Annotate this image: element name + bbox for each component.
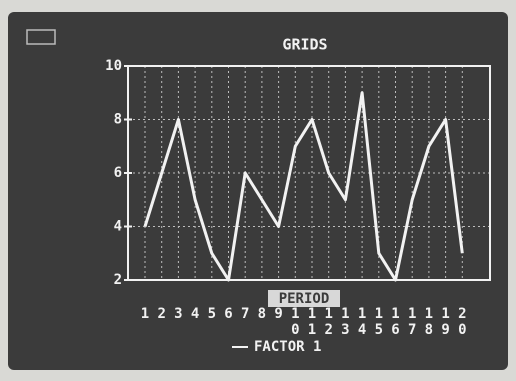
x-tick-label: 2: [154, 306, 170, 322]
chart-title: GRIDS: [282, 36, 327, 54]
x-tick-label: 7: [237, 306, 253, 322]
x-tick-label: 8: [254, 306, 270, 322]
x-tick-label: 5: [204, 306, 220, 322]
x-tick-label: 20: [454, 306, 470, 338]
y-tick-label: 4: [114, 219, 122, 235]
x-tick-label: 9: [271, 306, 287, 322]
legend-label: FACTOR 1: [254, 339, 321, 355]
x-tick-label: 16: [388, 306, 404, 338]
x-tick-label: 4: [187, 306, 203, 322]
x-tick-label: 12: [321, 306, 337, 338]
y-tick-label: 10: [105, 58, 122, 74]
x-tick-label: 11: [304, 306, 320, 338]
y-tick-label: 2: [114, 272, 122, 288]
x-tick-label: 6: [221, 306, 237, 322]
x-tick-label: 3: [170, 306, 186, 322]
x-tick-label: 13: [337, 306, 353, 338]
x-tick-label: 1: [137, 306, 153, 322]
x-tick-label: 17: [404, 306, 420, 338]
page: {"chart_data": {"type": "line", "title":…: [0, 0, 516, 381]
y-tick-label: 8: [114, 112, 122, 128]
x-axis-label: PERIOD: [279, 291, 330, 307]
x-tick-label: 18: [421, 306, 437, 338]
x-tick-label: 15: [371, 306, 387, 338]
chart: GRIDS PERIOD 246810123456789101112131415…: [0, 0, 516, 381]
x-tick-label: 19: [438, 306, 454, 338]
x-tick-label: 14: [354, 306, 370, 338]
x-tick-label: 10: [287, 306, 303, 338]
y-tick-label: 6: [114, 165, 122, 181]
